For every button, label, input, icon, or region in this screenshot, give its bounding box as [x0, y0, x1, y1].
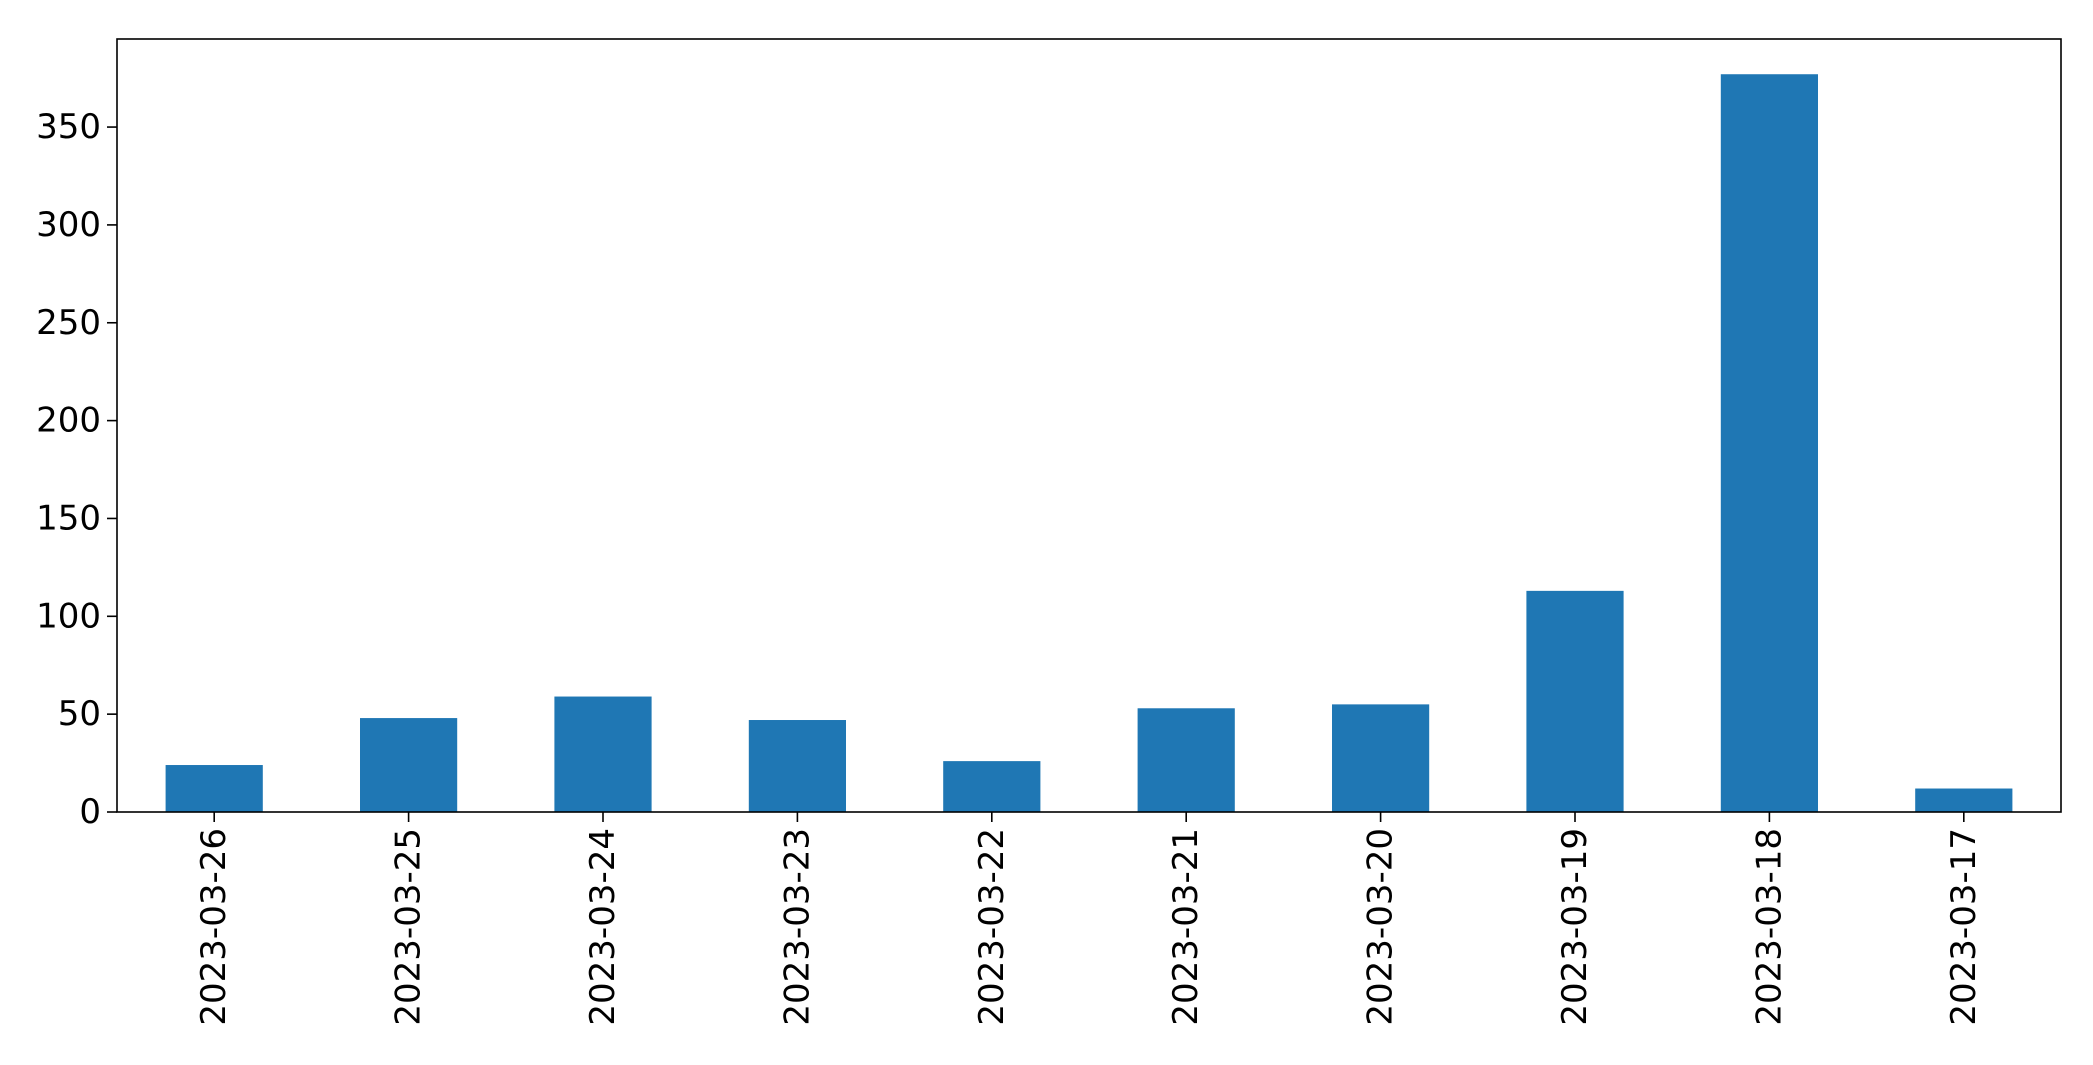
- y-tick-label-0: 0: [79, 792, 101, 832]
- x-axis: 2023-03-26 2023-03-25 2023-03-24 2023-03-23…: [194, 812, 1984, 1026]
- y-tick-label-250: 250: [36, 303, 101, 343]
- y-tick-label-100: 100: [36, 596, 101, 636]
- bar-2023-03-26: [165, 765, 263, 812]
- x-tick-label-2023-03-26: 2023-03-26: [194, 828, 234, 1026]
- bar-2023-03-22: [943, 761, 1041, 812]
- x-tick-label-2023-03-23: 2023-03-23: [777, 828, 817, 1026]
- bars-group: [165, 74, 2013, 813]
- bar-2023-03-21: [1137, 708, 1235, 812]
- x-tick-label-2023-03-21: 2023-03-21: [1166, 828, 1206, 1026]
- y-tick-label-50: 50: [58, 694, 101, 734]
- x-tick-label-2023-03-24: 2023-03-24: [583, 828, 623, 1026]
- y-tick-label-150: 150: [36, 498, 101, 538]
- y-tick-label-200: 200: [36, 401, 101, 441]
- x-tick-label-2023-03-19: 2023-03-19: [1555, 828, 1595, 1026]
- bar-2023-03-20: [1332, 704, 1430, 812]
- x-tick-label-2023-03-18: 2023-03-18: [1749, 828, 1789, 1026]
- bar-2023-03-25: [360, 718, 458, 812]
- bar-2023-03-23: [748, 720, 846, 812]
- bar-2023-03-18: [1720, 74, 1818, 813]
- y-tick-label-300: 300: [36, 205, 101, 245]
- x-tick-label-2023-03-25: 2023-03-25: [389, 828, 429, 1026]
- y-tick-label-350: 350: [36, 107, 101, 147]
- x-tick-label-2023-03-20: 2023-03-20: [1361, 828, 1401, 1026]
- x-tick-label-2023-03-22: 2023-03-22: [972, 828, 1012, 1026]
- plot-area-frame: [116, 38, 2062, 813]
- bar-2023-03-24: [554, 696, 652, 812]
- bar-2023-03-17: [1915, 788, 2013, 812]
- x-tick-label-2023-03-17: 2023-03-17: [1944, 828, 1984, 1026]
- y-axis: 0 50 100 150 200 250 300 350: [36, 107, 117, 832]
- bar-2023-03-19: [1526, 590, 1624, 812]
